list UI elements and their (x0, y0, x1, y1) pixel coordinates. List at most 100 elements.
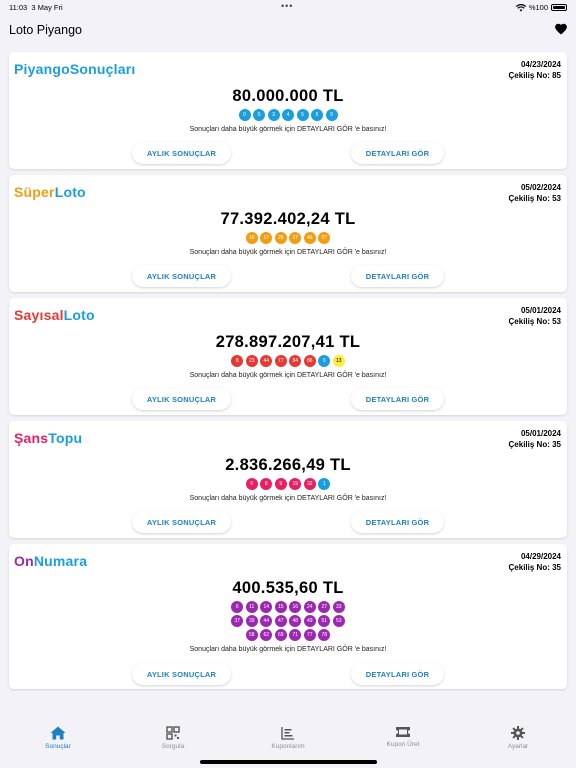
number-ball: 37 (289, 232, 302, 244)
heart-icon[interactable] (554, 22, 568, 36)
tab-sonuclar[interactable]: Sonuçlar (18, 726, 98, 750)
draw-number: Çekiliş No: 85 (508, 71, 561, 80)
details-button[interactable]: DETAYLARI GÖR (351, 511, 444, 533)
monthly-results-button[interactable]: AYLIK SONUÇLAR (132, 511, 231, 533)
monthly-results-button[interactable]: AYLIK SONUÇLAR (132, 663, 231, 685)
details-button[interactable]: DETAYLARI GÖR (351, 142, 444, 164)
details-button[interactable]: DETAYLARI GÖR (351, 388, 444, 410)
tab-label: Kuponlarım (271, 743, 305, 750)
card-title: ŞansTopu (14, 430, 83, 446)
hint-text: Sonuçları daha büyük görmek için DETAYLA… (189, 495, 387, 502)
status-right: %100 (515, 3, 567, 12)
number-ball: 8 (260, 478, 273, 490)
draw-info: 05/01/2024 Çekiliş No: 35 (509, 428, 561, 450)
number-ball: 4 (282, 109, 294, 121)
number-ball: 6 (245, 478, 258, 490)
ticket-icon (396, 727, 410, 737)
draw-date: 05/01/2024 (520, 306, 561, 315)
tab-sorgula[interactable]: Sorgula (133, 726, 213, 750)
multitasking-dots[interactable]: ••• (281, 1, 294, 11)
gear-icon (511, 726, 525, 740)
number-ball: 77 (303, 629, 316, 641)
number-balls: 6 8 9 19 32 1 (9, 478, 567, 490)
number-ball: 16 (289, 601, 302, 613)
card-super-loto: SüperLoto 05/02/2024 Çekiliş No: 53 77.39… (9, 175, 567, 292)
tab-kuponlarim[interactable]: Kuponlarım (248, 726, 328, 750)
home-icon (50, 726, 66, 740)
card-on-numara: OnNumara 04/29/2024 Çekiliş No: 35 400.53… (9, 544, 567, 689)
monthly-results-button[interactable]: AYLIK SONUÇLAR (132, 265, 231, 287)
number-ball: 16 (245, 232, 258, 244)
card-piyango: PiyangoSonuçları 04/23/2024 Çekiliş No: 8… (9, 52, 567, 169)
qr-code-icon (166, 726, 180, 740)
number-ball: 46 (303, 232, 316, 244)
number-balls: 16 17 28 37 46 57 (9, 232, 567, 244)
number-ball: 33 (332, 601, 345, 613)
number-balls: 8 23 44 77 84 86 9 13 (9, 355, 567, 367)
home-indicator[interactable] (200, 760, 377, 764)
tab-bar: Sonuçlar Sorgula Kuponlarım Kupon Üret A… (0, 718, 576, 768)
prize-amount: 278.897.207,41 TL (215, 333, 361, 351)
number-ball: 0 (238, 109, 251, 121)
number-ball: 11 (245, 601, 258, 613)
number-ball: 32 (303, 478, 316, 490)
number-ball: 27 (318, 601, 331, 613)
number-ball: 6 (231, 601, 244, 613)
number-ball: 15 (274, 601, 287, 613)
number-ball: 58 (245, 629, 258, 641)
card-title: OnNumara (14, 553, 88, 569)
hint-text: Sonuçları daha büyük görmek için DETAYLA… (189, 249, 387, 256)
details-button[interactable]: DETAYLARI GÖR (351, 265, 444, 287)
number-ball: 6 (311, 109, 323, 121)
number-ball: 17 (260, 232, 273, 244)
draw-info: 04/29/2024 Çekiliş No: 35 (509, 551, 561, 573)
card-title: PiyangoSonuçları (14, 61, 136, 77)
number-ball: 19 (289, 478, 302, 490)
draw-date: 05/01/2024 (520, 429, 561, 438)
prize-amount: 2.836.266,49 TL (225, 456, 351, 474)
number-ball: 37 (231, 615, 244, 627)
number-balls: 6 11 14 15 16 24 27 33 37 39 44 47 48 49… (229, 601, 347, 641)
number-ball: 57 (318, 232, 331, 244)
number-ball: 51 (318, 615, 331, 627)
monthly-results-button[interactable]: AYLIK SONUÇLAR (132, 388, 231, 410)
number-ball: 71 (289, 629, 302, 641)
monthly-results-button[interactable]: AYLIK SONUÇLAR (132, 142, 231, 164)
details-button[interactable]: DETAYLARI GÖR (351, 663, 444, 685)
number-ball: 47 (274, 615, 287, 627)
draw-info: 04/23/2024 Çekiliş No: 85 (509, 59, 561, 81)
draw-number: Çekiliş No: 35 (508, 563, 561, 572)
number-ball: 69 (274, 629, 287, 641)
tab-label: Sorgula (161, 743, 185, 750)
draw-date: 04/29/2024 (520, 552, 561, 561)
number-balls: 0 0 3 4 5 6 9 (9, 109, 567, 121)
number-ball: 9 (274, 478, 287, 490)
tab-ayarlar[interactable]: Ayarlar (478, 726, 558, 750)
tab-label: Sonuçlar (45, 743, 71, 750)
hint-text: Sonuçları daha büyük görmek için DETAYLA… (189, 126, 387, 133)
card-title: SüperLoto (14, 184, 86, 200)
battery-icon (551, 4, 567, 11)
card-title: SayısalLoto (14, 307, 95, 323)
card-sans-topu: ŞansTopu 05/01/2024 Çekiliş No: 35 2.836.… (9, 421, 567, 538)
draw-number: Çekiliş No: 53 (508, 317, 561, 326)
number-ball: 8 (231, 355, 244, 367)
draw-number: Çekiliş No: 53 (508, 194, 561, 203)
superstar-ball: 13 (332, 355, 345, 367)
status-time: 11:03 3 May Fri (9, 3, 63, 12)
status-bar: 11:03 3 May Fri ••• %100 (0, 0, 576, 14)
navigation-bar: Loto Piyango (0, 16, 576, 44)
list-chart-icon (281, 727, 294, 740)
number-ball: 23 (245, 355, 258, 367)
wifi-icon (515, 3, 526, 11)
number-ball: 14 (260, 601, 273, 613)
page-title: Loto Piyango (9, 23, 82, 37)
number-ball: 77 (274, 355, 287, 367)
prize-amount: 400.535,60 TL (232, 579, 344, 597)
tab-kupon-uret[interactable]: Kupon Üret (363, 726, 443, 748)
battery-percent: %100 (528, 3, 548, 12)
number-ball: 48 (289, 615, 302, 627)
draw-date: 05/02/2024 (520, 183, 561, 192)
hint-text: Sonuçları daha büyük görmek için DETAYLA… (189, 646, 387, 653)
draw-date: 04/23/2024 (520, 60, 561, 69)
